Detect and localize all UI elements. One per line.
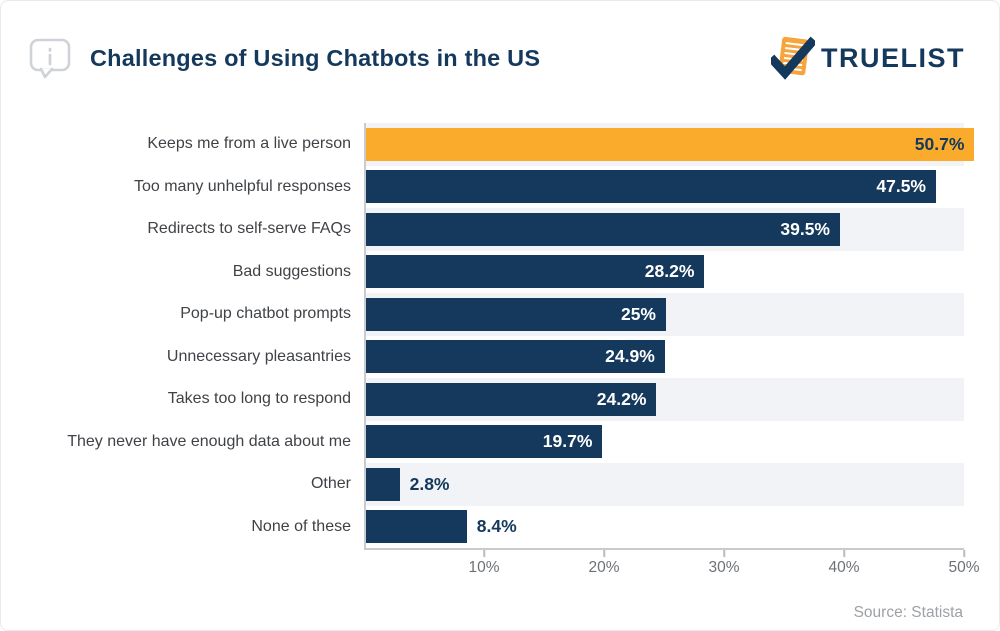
bar-track: 2.8% — [364, 463, 964, 506]
category-label: Redirects to self-serve FAQs — [147, 220, 351, 238]
bar-track: 25% — [364, 293, 964, 336]
chart-row: Redirects to self-serve FAQs 39.5% — [1, 208, 999, 251]
category-label: Unnecessary pleasantries — [166, 347, 351, 365]
value-label: 39.5% — [780, 218, 830, 239]
bar-track: 47.5% — [364, 165, 964, 208]
bar-track: 19.7% — [364, 420, 964, 463]
chart-row: Keeps me from a live person 50.7% — [1, 123, 999, 166]
bar: 47.5% — [366, 170, 936, 204]
x-tick-label: 40% — [828, 559, 860, 576]
x-tick-label: 50% — [948, 559, 980, 576]
chart-rows: Keeps me from a live person 50.7% Too many… — [1, 123, 999, 548]
x-tick-mark — [603, 550, 605, 557]
x-tick-mark — [723, 550, 725, 557]
chart-row: Pop-up chatbot prompts 25% — [1, 293, 999, 336]
category-label: Pop-up chatbot prompts — [180, 305, 351, 323]
bar-chart: Keeps me from a live person 50.7% Too many… — [1, 123, 999, 582]
value-label: 47.5% — [876, 176, 926, 197]
x-axis-wrap: 10% 20% 30% 40% 50% — [1, 548, 999, 582]
logo-text: TRUELIST — [821, 42, 965, 73]
bar: 24.2% — [366, 382, 657, 416]
value-label: 8.4% — [476, 516, 517, 537]
category-label: Too many unhelpful responses — [133, 177, 351, 195]
value-label: 28.2% — [644, 261, 695, 282]
bar: 25% — [366, 297, 666, 331]
bar: 39.5% — [366, 212, 840, 246]
category-label: Other — [310, 475, 351, 493]
page-title: Challenges of Using Chatbots in the US — [90, 44, 541, 71]
bar: 24.9% — [366, 340, 665, 374]
info-icon — [29, 38, 71, 79]
chart-row: Bad suggestions 28.2% — [1, 250, 999, 293]
bar-track: 50.7% — [364, 123, 975, 166]
value-label: 24.9% — [605, 346, 655, 367]
x-tick-label: 10% — [468, 559, 500, 576]
category-label: Bad suggestions — [232, 262, 351, 280]
x-tick-mark — [483, 550, 485, 557]
bar-track: 8.4% — [364, 505, 964, 548]
bar: 19.7% — [366, 425, 603, 459]
value-label: 50.7% — [914, 133, 965, 154]
category-label: None of these — [251, 517, 351, 535]
bar — [366, 510, 467, 544]
chart-row: Other 2.8% — [1, 463, 999, 506]
bar: 28.2% — [366, 255, 705, 289]
chart-row: Takes too long to respond 24.2% — [1, 378, 999, 421]
category-label: Takes too long to respond — [167, 390, 351, 408]
x-tick-label: 20% — [588, 559, 620, 576]
chart-row: Too many unhelpful responses 47.5% — [1, 165, 999, 208]
bar — [366, 467, 400, 501]
x-axis: 10% 20% 30% 40% 50% — [364, 548, 980, 582]
header: Challenges of Using Chatbots in the US T… — [1, 1, 999, 81]
value-label: 25% — [620, 303, 656, 324]
value-label: 24.2% — [596, 388, 647, 409]
chart-row: They never have enough data about me 19.7… — [1, 420, 999, 463]
bar-track: 24.2% — [364, 378, 964, 421]
chart-row: None of these 8.4% — [1, 505, 999, 548]
truelist-logo: TRUELIST — [771, 35, 965, 81]
category-label: They never have enough data about me — [67, 432, 351, 450]
chart-row: Unnecessary pleasantries 24.9% — [1, 335, 999, 378]
value-label: 2.8% — [409, 473, 450, 494]
checkmark-notepad-icon — [771, 36, 815, 80]
bar-track: 28.2% — [364, 250, 964, 293]
bar-track: 24.9% — [364, 335, 964, 378]
x-tick-mark — [963, 550, 965, 557]
bar-highlighted: 50.7% — [366, 127, 975, 161]
x-tick-label: 30% — [708, 559, 740, 576]
source-label: Source: Statista — [853, 604, 963, 621]
bar-track: 39.5% — [364, 208, 964, 251]
x-tick-mark — [843, 550, 845, 557]
category-label: Keeps me from a live person — [147, 135, 351, 153]
value-label: 19.7% — [542, 431, 593, 452]
